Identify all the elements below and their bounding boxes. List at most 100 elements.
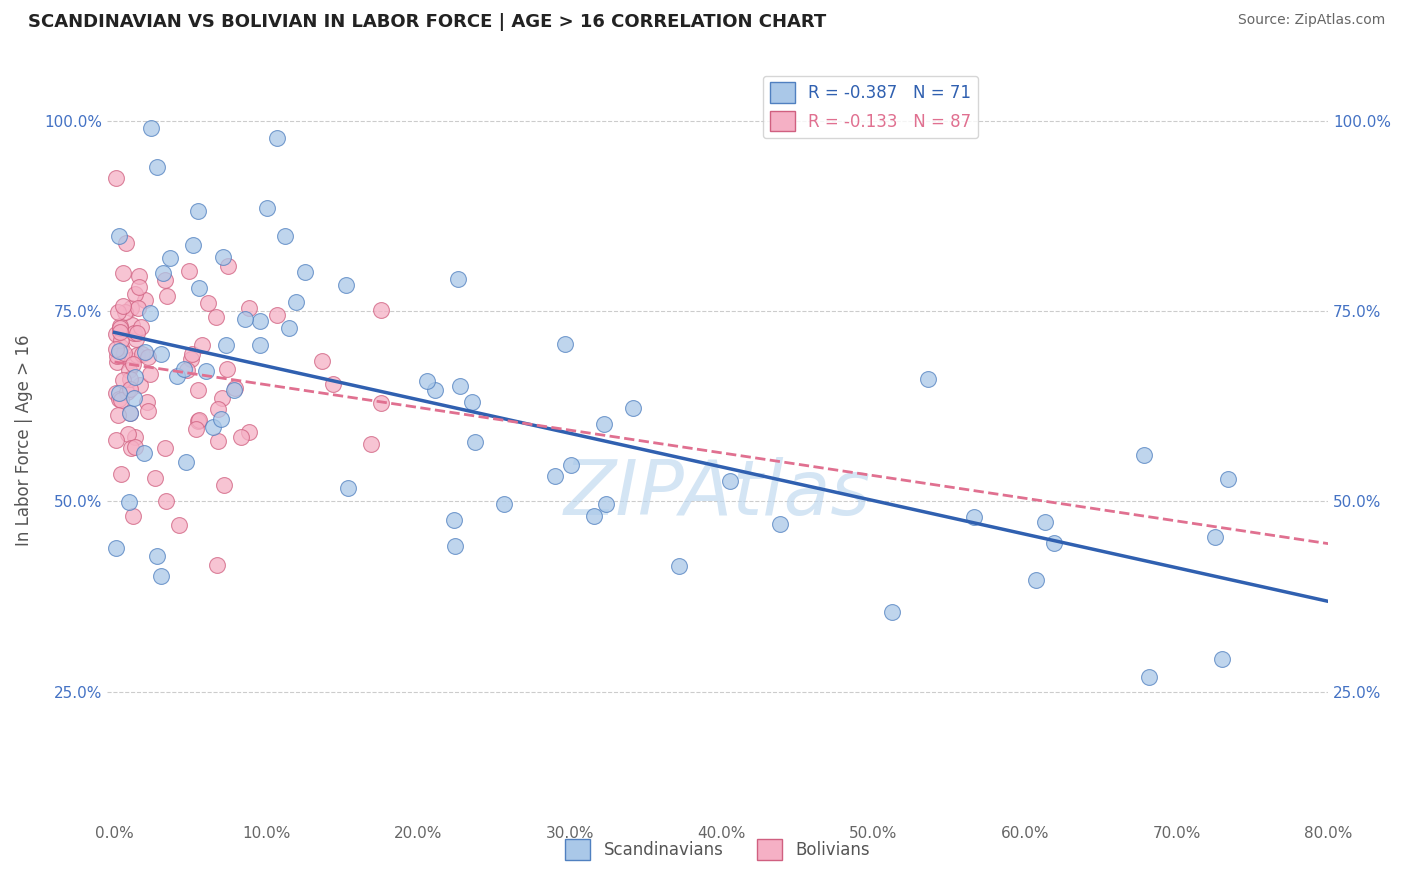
- Point: [188, 280, 211, 294]
- Point: [187, 383, 209, 397]
- Point: [190, 338, 212, 352]
- Point: [215, 338, 238, 352]
- Point: [718, 475, 741, 489]
- Point: [122, 392, 145, 406]
- Point: [222, 383, 245, 397]
- Point: [134, 344, 156, 359]
- Point: [179, 264, 201, 278]
- Point: [120, 301, 142, 315]
- Point: [166, 369, 188, 384]
- Point: [238, 425, 260, 440]
- Point: [212, 250, 235, 264]
- Point: [335, 277, 357, 292]
- Point: [187, 413, 209, 427]
- Point: [134, 293, 156, 308]
- Point: [153, 273, 176, 287]
- Point: [105, 433, 128, 447]
- Point: [205, 558, 228, 572]
- Point: [105, 349, 128, 363]
- Point: [337, 482, 360, 496]
- Point: [105, 541, 128, 555]
- Point: [145, 549, 167, 563]
- Point: [143, 470, 166, 484]
- Point: [105, 343, 128, 357]
- Point: [187, 414, 209, 428]
- Point: [159, 252, 181, 266]
- Point: [621, 401, 644, 416]
- Point: [131, 319, 153, 334]
- Point: [150, 346, 173, 360]
- Point: [107, 343, 129, 358]
- Point: [461, 395, 484, 409]
- Point: [181, 237, 204, 252]
- Point: [127, 326, 149, 340]
- Point: [110, 325, 132, 339]
- Point: [127, 301, 149, 315]
- Point: [217, 259, 239, 273]
- Point: [370, 395, 392, 409]
- Point: [278, 320, 301, 334]
- Point: [129, 378, 152, 392]
- Point: [464, 434, 486, 449]
- Point: [322, 377, 344, 392]
- Point: [176, 363, 198, 377]
- Point: [595, 497, 617, 511]
- Point: [112, 346, 135, 360]
- Point: [132, 446, 155, 460]
- Point: [224, 381, 246, 395]
- Point: [115, 235, 138, 250]
- Point: [124, 441, 146, 455]
- Point: [880, 606, 903, 620]
- Point: [105, 386, 128, 401]
- Point: [174, 455, 197, 469]
- Point: [214, 478, 236, 492]
- Point: [120, 441, 142, 455]
- Point: [249, 338, 271, 352]
- Point: [173, 362, 195, 376]
- Point: [105, 354, 128, 368]
- Point: [112, 373, 135, 387]
- Point: [195, 363, 218, 377]
- Point: [238, 301, 260, 315]
- Point: [117, 427, 139, 442]
- Point: [447, 272, 470, 286]
- Point: [360, 437, 382, 451]
- Point: [211, 392, 233, 406]
- Point: [207, 434, 229, 448]
- Point: [136, 404, 159, 418]
- Point: [494, 497, 516, 511]
- Point: [118, 363, 141, 377]
- Text: Source: ZipAtlas.com: Source: ZipAtlas.com: [1237, 13, 1385, 28]
- Point: [370, 302, 392, 317]
- Point: [423, 384, 446, 398]
- Y-axis label: In Labor Force | Age > 16: In Labor Force | Age > 16: [15, 334, 32, 546]
- Point: [108, 321, 131, 335]
- Point: [131, 347, 153, 361]
- Point: [107, 392, 129, 407]
- Point: [231, 430, 253, 444]
- Point: [110, 333, 132, 347]
- Point: [128, 269, 150, 284]
- Point: [416, 374, 439, 388]
- Point: [124, 287, 146, 301]
- Point: [1204, 530, 1226, 544]
- Point: [180, 351, 202, 366]
- Point: [145, 160, 167, 174]
- Point: [127, 348, 149, 362]
- Point: [544, 469, 567, 483]
- Point: [110, 340, 132, 354]
- Point: [181, 347, 204, 361]
- Point: [138, 306, 160, 320]
- Point: [120, 406, 142, 420]
- Point: [167, 517, 190, 532]
- Point: [107, 408, 129, 422]
- Point: [112, 299, 135, 313]
- Point: [110, 392, 132, 407]
- Point: [115, 385, 138, 400]
- Point: [120, 382, 142, 396]
- Point: [107, 305, 129, 319]
- Point: [139, 121, 162, 136]
- Point: [256, 201, 278, 215]
- Point: [449, 379, 471, 393]
- Point: [125, 332, 148, 346]
